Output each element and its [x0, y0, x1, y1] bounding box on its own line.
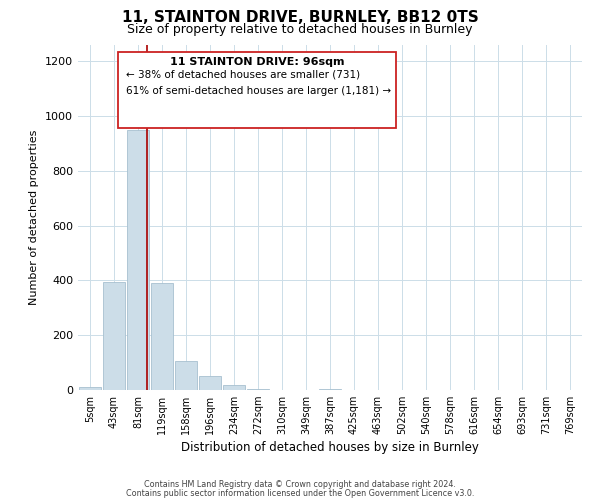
Bar [223, 384, 245, 390]
Text: Contains public sector information licensed under the Open Government Licence v3: Contains public sector information licen… [126, 488, 474, 498]
Bar [103, 282, 125, 390]
Bar [175, 361, 197, 390]
Bar [319, 388, 341, 390]
Y-axis label: Number of detached properties: Number of detached properties [29, 130, 40, 305]
Text: ← 38% of detached houses are smaller (731): ← 38% of detached houses are smaller (73… [126, 69, 360, 79]
Bar [127, 130, 149, 390]
Text: Size of property relative to detached houses in Burnley: Size of property relative to detached ho… [127, 22, 473, 36]
Text: 11, STAINTON DRIVE, BURNLEY, BB12 0TS: 11, STAINTON DRIVE, BURNLEY, BB12 0TS [122, 10, 478, 25]
Bar [79, 388, 101, 390]
Text: 11 STAINTON DRIVE: 96sqm: 11 STAINTON DRIVE: 96sqm [170, 57, 344, 67]
Text: 61% of semi-detached houses are larger (1,181) →: 61% of semi-detached houses are larger (… [126, 86, 391, 97]
Bar [247, 388, 269, 390]
Text: Contains HM Land Registry data © Crown copyright and database right 2024.: Contains HM Land Registry data © Crown c… [144, 480, 456, 489]
Bar [151, 283, 173, 390]
X-axis label: Distribution of detached houses by size in Burnley: Distribution of detached houses by size … [181, 442, 479, 454]
FancyBboxPatch shape [118, 52, 395, 128]
Bar [199, 376, 221, 390]
